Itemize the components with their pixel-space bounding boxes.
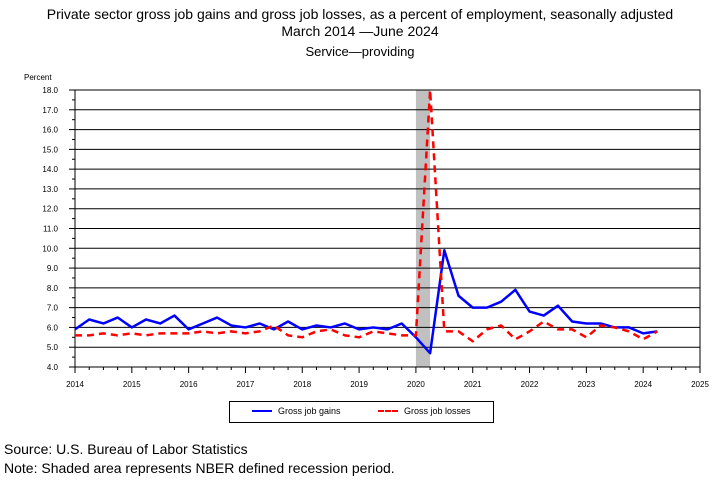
chart-title: Private sector gross job gains and gross… — [46, 6, 674, 22]
y-tick-label: 5.0 — [47, 343, 59, 352]
legend-item-gains: Gross job gains — [252, 406, 341, 416]
source-note: Source: U.S. Bureau of Labor Statistics — [4, 441, 248, 457]
series-line-losses — [75, 88, 658, 343]
y-tick-label: 11.0 — [43, 225, 59, 234]
x-tick-label: 2025 — [691, 380, 709, 389]
x-tick-label: 2021 — [464, 380, 482, 389]
x-tick-label: 2022 — [521, 380, 539, 389]
legend: Gross job gains Gross job losses — [229, 401, 494, 423]
x-tick-label: 2015 — [123, 380, 141, 389]
y-tick-label: 14.0 — [42, 165, 58, 174]
chart-date-range: March 2014 —June 2024 — [281, 23, 439, 39]
y-tick-label: 8.0 — [47, 284, 59, 293]
legend-label-gains: Gross job gains — [278, 406, 341, 416]
chart-subtitle: Service—providing — [305, 44, 415, 59]
series-line-gains — [74, 249, 658, 355]
x-tick-label: 2024 — [634, 380, 652, 389]
y-tick-label: 12.0 — [42, 205, 58, 214]
legend-item-losses: Gross job losses — [378, 406, 471, 416]
x-tick-label: 2014 — [66, 380, 84, 389]
legend-swatch-gains — [252, 410, 272, 412]
y-tick-label: 13.0 — [42, 185, 58, 194]
y-tick-label: 4.0 — [47, 363, 59, 372]
x-tick-label: 2023 — [577, 380, 595, 389]
x-tick-label: 2020 — [407, 380, 425, 389]
y-tick-label: 10.0 — [42, 244, 58, 253]
y-tick-label: 17.0 — [42, 106, 58, 115]
x-tick-label: 2019 — [350, 380, 368, 389]
x-tick-label: 2016 — [180, 380, 198, 389]
y-tick-label: 15.0 — [42, 145, 58, 154]
y-tick-label: 6.0 — [47, 323, 59, 332]
y-axis-label: Percent — [24, 73, 52, 82]
x-tick-label: 2017 — [237, 380, 255, 389]
y-tick-label: 7.0 — [47, 304, 59, 313]
x-tick-label: 2018 — [293, 380, 311, 389]
y-tick-label: 16.0 — [42, 126, 58, 135]
legend-label-losses: Gross job losses — [404, 406, 471, 416]
recession-note: Note: Shaded area represents NBER define… — [4, 460, 395, 476]
legend-swatch-losses — [378, 410, 398, 412]
y-tick-label: 9.0 — [47, 264, 59, 273]
y-tick-label: 18.0 — [42, 86, 58, 95]
line-chart: 4.0 5.0 6.0 7.0 8.0 9.0 10.0 11.0 12.0 13.0 14.0 15… — [24, 73, 709, 389]
